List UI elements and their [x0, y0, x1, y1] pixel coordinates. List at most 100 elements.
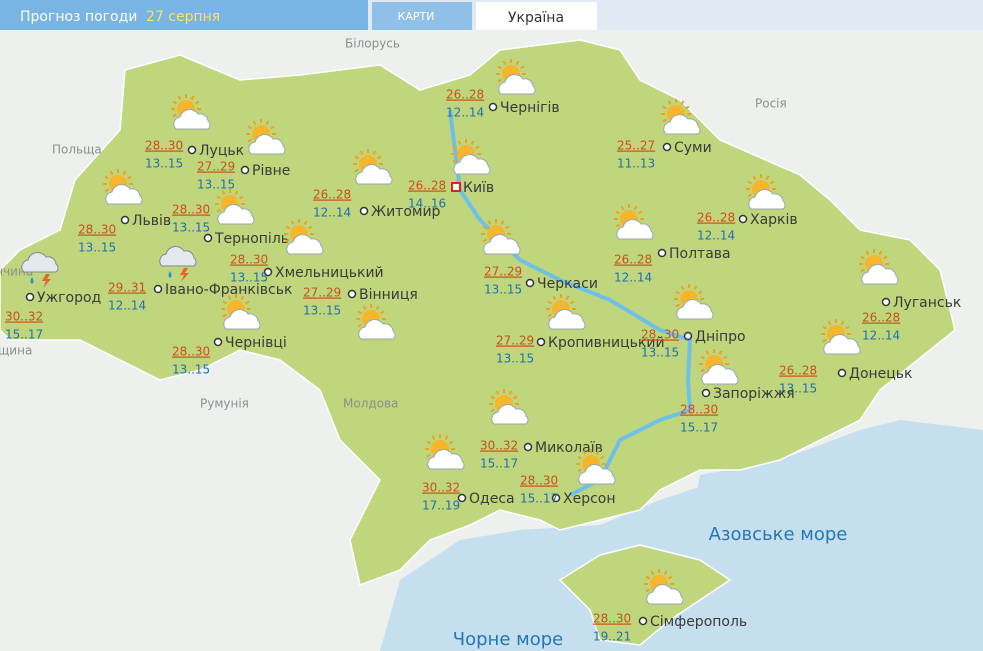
sun-ray — [308, 225, 313, 230]
city-name: Одеса — [469, 491, 515, 507]
city-name: Херсон — [563, 491, 616, 507]
sun-ray — [482, 225, 487, 230]
country-label: Росія — [755, 97, 787, 111]
day-temp: 28..30 — [520, 474, 558, 488]
sun-ray — [216, 208, 221, 213]
city-name: Чернігів — [500, 100, 560, 116]
sun-ray — [547, 313, 552, 318]
day-temp: 26..28 — [862, 311, 900, 325]
weather-icon-storm — [159, 246, 197, 282]
sun-ray — [127, 175, 132, 180]
city-name: Рівне — [252, 163, 290, 179]
weather-icon — [614, 204, 654, 240]
city-name: Миколаїв — [535, 440, 603, 456]
weather-icon — [546, 294, 586, 330]
weather-icon — [496, 59, 536, 95]
weather-icon — [699, 349, 739, 385]
rain-drop — [30, 277, 34, 284]
cloud — [21, 252, 59, 273]
day-temp: 28..30 — [680, 403, 718, 417]
sun-ray — [845, 325, 850, 330]
night-temp: 15..17 — [480, 457, 518, 471]
sun-ray — [878, 250, 883, 255]
sun-ray — [577, 468, 582, 473]
night-temp: 11..13 — [617, 157, 655, 171]
sun-ray — [668, 575, 673, 580]
day-temp: 28..30 — [172, 345, 210, 359]
weather-icon — [674, 284, 714, 320]
header-title: Прогноз погоди — [20, 9, 137, 25]
weather-icon — [103, 169, 143, 205]
sun-ray — [234, 190, 239, 195]
weather-icon-storm — [21, 252, 59, 288]
city-name: Луцьк — [199, 143, 244, 159]
tab-maps[interactable] — [372, 2, 472, 30]
sun-ray — [457, 140, 462, 145]
sun-ray — [662, 105, 667, 110]
sun-ray — [357, 323, 362, 328]
day-temp: 28..30 — [230, 253, 268, 267]
sun-ray — [497, 78, 502, 83]
night-temp: 13..15 — [172, 363, 210, 377]
sun-ray — [547, 300, 552, 305]
sun-ray — [221, 190, 226, 195]
city-name: Донецьк — [849, 366, 913, 382]
sun-ray — [520, 65, 525, 70]
sun-ray — [245, 300, 250, 305]
day-temp: 27..29 — [303, 286, 341, 300]
sun-ray — [827, 320, 832, 325]
sun-ray — [860, 255, 865, 260]
city-name: Луганськ — [893, 295, 961, 311]
night-temp: 13..15 — [230, 271, 268, 285]
city-name: Тернопіль — [214, 231, 289, 247]
sun-ray — [680, 100, 685, 105]
night-temp: 13..15 — [145, 157, 183, 171]
sun-ray — [577, 455, 582, 460]
city-dot — [881, 297, 891, 307]
sun-ray — [216, 195, 221, 200]
day-temp: 28..30 — [641, 328, 679, 342]
city-dot — [551, 493, 561, 503]
city-dot — [536, 337, 546, 347]
city-name: Полтава — [669, 246, 731, 262]
night-temp: 13..15 — [197, 178, 235, 192]
sun-ray — [362, 305, 367, 310]
sun-ray — [470, 140, 475, 145]
day-temp: 26..28 — [697, 211, 735, 225]
city-name: Кропивницький — [548, 335, 665, 351]
country-label: Молдова — [343, 397, 398, 411]
sun-ray — [303, 220, 308, 225]
sun-ray — [359, 150, 364, 155]
sun-ray — [354, 168, 359, 173]
cloud — [427, 449, 465, 470]
header-date[interactable]: 27 серпня — [146, 9, 220, 25]
city-dot — [25, 292, 35, 302]
cloud — [548, 309, 586, 330]
sun-ray — [860, 268, 865, 273]
tab-maps-label[interactable]: КАРТИ — [398, 10, 435, 23]
sun-ray — [680, 285, 685, 290]
sun-ray — [122, 170, 127, 175]
country-label: Польща — [52, 143, 102, 157]
sun-ray — [222, 300, 227, 305]
sun-ray — [600, 455, 605, 460]
weather-icon — [356, 304, 396, 340]
day-temp: 28..30 — [172, 203, 210, 217]
sun-ray — [500, 220, 505, 225]
sun-ray — [195, 100, 200, 105]
city-dot — [187, 145, 197, 155]
city-dot — [153, 284, 163, 294]
city-name: Запоріжжя — [713, 386, 795, 402]
city-dot — [347, 289, 357, 299]
rain-drop — [168, 271, 172, 278]
city-dot — [638, 616, 648, 626]
sun-ray — [265, 120, 270, 125]
city-dot — [203, 233, 213, 243]
sun-ray — [675, 303, 680, 308]
cloud — [646, 584, 684, 605]
sun-ray — [247, 138, 252, 143]
tab-region[interactable] — [476, 2, 597, 30]
tab-region-label[interactable]: Україна — [508, 10, 564, 26]
cloud — [483, 234, 521, 255]
